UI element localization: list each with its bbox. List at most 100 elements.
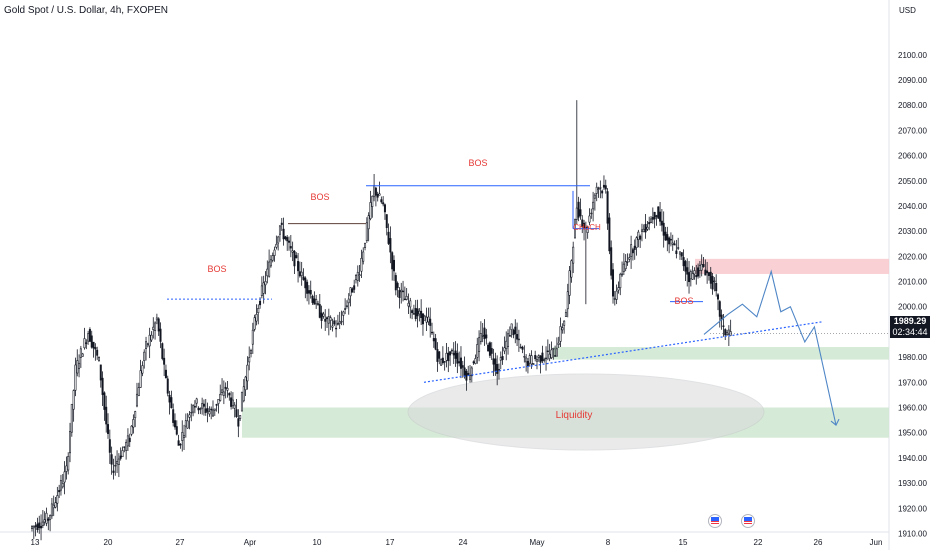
candle-body (640, 229, 643, 232)
candle-body (601, 190, 604, 194)
candle-body (706, 270, 709, 274)
candle-body (168, 394, 171, 403)
candle-body (280, 222, 283, 225)
candle-body (298, 271, 301, 277)
candle-body (92, 341, 95, 349)
projection-arrowhead (830, 418, 840, 426)
candle-body (483, 327, 486, 340)
candle-body (41, 521, 44, 527)
candle-body (96, 349, 99, 356)
candle-body (501, 356, 504, 361)
candle-body (262, 282, 265, 294)
candle-body (246, 364, 249, 382)
candle-body (228, 393, 231, 396)
candle-body (338, 321, 341, 325)
candle-body (394, 275, 397, 291)
candle-body (450, 349, 453, 352)
candle-body (610, 247, 613, 276)
candle-body (264, 281, 267, 286)
candle-body (727, 329, 730, 335)
candle-body (268, 261, 271, 277)
candle-body (74, 364, 77, 391)
candle-body (552, 347, 555, 350)
us-flag-event-icon[interactable] (741, 514, 755, 528)
candle-body (52, 504, 55, 509)
candle-body (81, 353, 84, 357)
candle-body (240, 391, 243, 412)
candle-body (624, 261, 627, 270)
candle-body (423, 315, 426, 321)
time-tick-label: Apr (244, 538, 257, 547)
candle-body (391, 252, 394, 270)
candle-body (537, 355, 540, 358)
candle-body (517, 338, 520, 341)
candle-body (646, 226, 649, 230)
candle-body (479, 333, 482, 342)
candle-body (621, 273, 624, 276)
candle-body (266, 268, 269, 277)
candle-body (260, 285, 263, 296)
candle-body (602, 184, 605, 188)
candle-body (291, 250, 294, 253)
candle-body (622, 263, 625, 272)
candle-body (365, 222, 368, 242)
candle-body (345, 305, 348, 307)
candle-body (324, 318, 327, 322)
flag-canton (711, 517, 719, 521)
candle-body (119, 455, 122, 459)
candle-body (420, 310, 423, 319)
candle-body (454, 350, 457, 359)
candle-body (354, 275, 357, 280)
candle-body (700, 264, 703, 271)
candle-body (485, 334, 488, 339)
candle-body (107, 424, 110, 434)
candle-body (526, 361, 529, 367)
candle-body (650, 218, 653, 224)
candle-body (175, 426, 178, 435)
candle-body (251, 329, 254, 345)
candle-body (456, 352, 459, 364)
us-flag-event-icon[interactable] (708, 514, 722, 528)
candle-body (411, 310, 414, 314)
candle-body (367, 215, 370, 230)
candle-body (152, 326, 155, 330)
candle-body (331, 325, 334, 328)
candle-body (56, 495, 59, 504)
candle-body (382, 202, 385, 205)
candle-body (617, 287, 620, 291)
bos-label: BOS (468, 158, 487, 168)
flag-stripes (744, 521, 752, 525)
candle-body (429, 318, 432, 326)
candle-body (90, 335, 93, 348)
candle-body (65, 465, 68, 472)
candle-body (630, 244, 633, 257)
candle-body (659, 211, 662, 222)
candle-body (447, 352, 450, 362)
candle-body (59, 480, 62, 491)
candle-body (707, 272, 710, 276)
candle-body (568, 270, 571, 296)
candle-body (586, 227, 589, 233)
candle-body (358, 274, 361, 276)
candle-body (402, 290, 405, 293)
candle-body (488, 342, 491, 356)
candle-body (389, 238, 392, 253)
candle-body (532, 363, 535, 365)
candle-body (595, 186, 598, 194)
candle-body (503, 347, 506, 352)
candle-body (445, 352, 448, 361)
candle-body (125, 441, 128, 451)
time-tick-label: May (529, 538, 544, 547)
candle-body (374, 187, 377, 196)
candle-body (469, 375, 472, 380)
price-tick-label: 1970.00 (898, 378, 927, 387)
candle-body (545, 357, 548, 360)
candle-body (347, 298, 350, 304)
candle-body (604, 185, 607, 190)
candle-body (575, 207, 578, 220)
candle-body (192, 405, 195, 413)
candle-body (126, 435, 129, 447)
candle-body (72, 390, 75, 410)
